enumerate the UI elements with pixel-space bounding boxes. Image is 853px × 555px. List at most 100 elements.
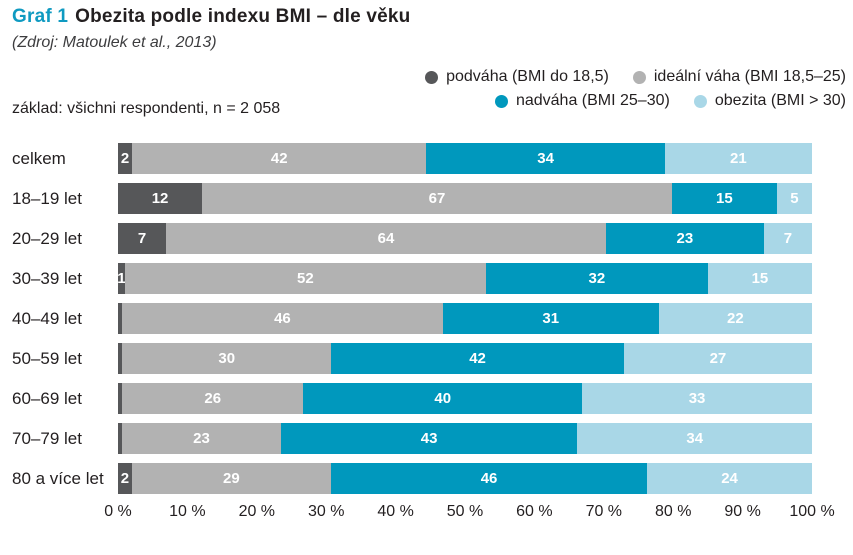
graph-number-label: Graf 1 xyxy=(12,6,69,27)
stacked-bar: 23 43 34 xyxy=(118,423,812,454)
bar-value-label: 23 xyxy=(676,230,694,247)
legend-item-label: ideální váha (BMI 18,5–25) xyxy=(653,68,846,85)
bar-value-label: 52 xyxy=(297,270,314,287)
legend-item-label: obezita (BMI > 30) xyxy=(714,92,846,109)
bar-segment: 2 xyxy=(118,143,133,174)
bar-segment: 12 xyxy=(118,183,203,214)
stacked-bar: 2 29 46 24 xyxy=(118,463,812,494)
bar-value-label: 24 xyxy=(721,470,738,487)
bar-segment xyxy=(118,303,123,334)
bar-segment: 40 xyxy=(303,383,583,414)
chart-row: 60–69 let 26 40 33 xyxy=(12,383,813,414)
stacked-bar: 26 40 33 xyxy=(118,383,813,414)
chart-row: 30–39 let 1 52 32 15 xyxy=(12,263,812,294)
legend: podváha (BMI do 18,5) ideální váha (BMI 1… xyxy=(425,68,846,110)
bar-segment: 34 xyxy=(426,143,665,174)
row-category-label: 18–19 let xyxy=(12,188,82,208)
bar-segment: 15 xyxy=(707,263,812,294)
x-axis-tick-label: 10 % xyxy=(169,503,206,520)
bar-segment: 1 xyxy=(117,263,126,294)
bar-value-label: 67 xyxy=(428,190,446,207)
bar-segment: 29 xyxy=(131,463,332,494)
chart-area: celkem 2 42 34 21 18–19 let 12 67 15 5 20–29 let 7 6… xyxy=(12,143,835,525)
x-axis-tick-label: 0 % xyxy=(104,503,132,520)
row-category-label: 60–69 let xyxy=(12,388,82,408)
stacked-bar: 2 42 34 21 xyxy=(118,143,812,174)
chart-row: 80 a více let 2 29 46 24 xyxy=(12,463,812,494)
stacked-bar: 30 42 27 xyxy=(118,343,812,374)
source-note: (Zdroj: Matoulek et al., 2013) xyxy=(12,34,217,51)
bar-segment: 33 xyxy=(582,383,813,414)
bar-segment: 42 xyxy=(132,143,427,174)
x-axis: 0 % 10 % 20 % 30 % 40 % 50 % 60 % 70 % 80 % 90 % 1… xyxy=(104,503,834,525)
x-axis-tick-label: 40 % xyxy=(377,503,414,520)
bar-segment: 52 xyxy=(124,263,486,294)
chart-rows: celkem 2 42 34 21 18–19 let 12 67 15 5 20–29 let 7 6… xyxy=(12,143,813,494)
bar-value-label: 23 xyxy=(193,430,210,447)
row-category-label: 80 a více let xyxy=(12,468,104,488)
stacked-bar: 1 52 32 15 xyxy=(117,263,812,294)
bar-segment xyxy=(118,383,123,414)
bar-segment: 7 xyxy=(118,223,167,254)
bar-value-label: 7 xyxy=(137,230,147,247)
bar-segment: 30 xyxy=(122,343,332,374)
bar-segment: 15 xyxy=(671,183,777,214)
legend-item-label: podváha (BMI do 18,5) xyxy=(446,68,609,85)
bar-segment: 64 xyxy=(166,223,606,254)
legend-dot-icon xyxy=(494,94,508,108)
bar-value-label: 42 xyxy=(270,150,288,167)
bar-segment: 21 xyxy=(664,143,812,174)
legend-row: podváha (BMI do 18,5) ideální váha (BMI 1… xyxy=(425,68,846,86)
bar-value-label: 33 xyxy=(688,390,706,407)
chart-row: 50–59 let 30 42 27 xyxy=(12,343,812,374)
bar-segment: 7 xyxy=(763,223,812,254)
legend-dot-icon xyxy=(425,70,439,84)
bar-value-label: 26 xyxy=(204,390,222,407)
bar-value-label: 32 xyxy=(588,270,606,287)
bar-segment: 43 xyxy=(280,423,578,454)
bar-segment: 67 xyxy=(202,183,672,214)
bar-value-label: 22 xyxy=(727,310,744,327)
chart-row: celkem 2 42 34 21 xyxy=(12,143,812,174)
bar-segment: 23 xyxy=(122,423,281,454)
bar-segment: 32 xyxy=(485,263,708,294)
bar-segment xyxy=(118,343,123,374)
bar-value-label: 1 xyxy=(117,270,126,287)
bar-value-label: 64 xyxy=(377,230,395,247)
bar-value-label: 2 xyxy=(120,150,130,167)
bar-segment: 31 xyxy=(442,303,659,334)
bar-value-label: 43 xyxy=(420,430,438,447)
x-axis-tick-label: 90 % xyxy=(724,503,761,520)
bar-segment: 22 xyxy=(658,303,812,334)
legend-item: obezita (BMI > 30) xyxy=(693,92,846,110)
row-category-label: 40–49 let xyxy=(12,308,82,328)
x-axis-tick-label: 100 % xyxy=(789,503,835,520)
bar-value-label: 42 xyxy=(469,350,486,367)
bar-value-label: 29 xyxy=(223,470,240,487)
bar-segment xyxy=(118,423,123,454)
legend-dot-icon xyxy=(632,70,646,84)
bar-segment: 46 xyxy=(331,463,648,494)
x-axis-tick-label: 70 % xyxy=(585,503,623,520)
legend-item: podváha (BMI do 18,5) xyxy=(425,68,609,86)
row-category-label: 30–39 let xyxy=(12,268,82,288)
row-category-label: celkem xyxy=(12,148,66,168)
x-axis-tick-label: 50 % xyxy=(446,503,484,520)
bar-value-label: 34 xyxy=(686,430,704,447)
bar-segment: 46 xyxy=(122,303,443,334)
legend-row: nadváha (BMI 25–30) obezita (BMI > 30) xyxy=(494,92,846,110)
bar-segment: 34 xyxy=(577,423,812,454)
legend-item: ideální váha (BMI 18,5–25) xyxy=(632,68,846,86)
bar-value-label: 40 xyxy=(434,390,452,407)
legend-dot-icon xyxy=(693,94,707,108)
row-category-label: 70–79 let xyxy=(12,428,82,448)
row-category-label: 50–59 let xyxy=(12,348,82,368)
chart-row: 40–49 let 46 31 22 xyxy=(12,303,812,334)
bar-segment: 2 xyxy=(118,463,132,494)
bar-value-label: 30 xyxy=(218,350,236,367)
bar-value-label: 46 xyxy=(480,470,498,487)
stacked-bar: 12 67 15 5 xyxy=(118,183,812,214)
bar-value-label: 15 xyxy=(716,190,733,207)
bar-value-label: 2 xyxy=(120,470,130,487)
